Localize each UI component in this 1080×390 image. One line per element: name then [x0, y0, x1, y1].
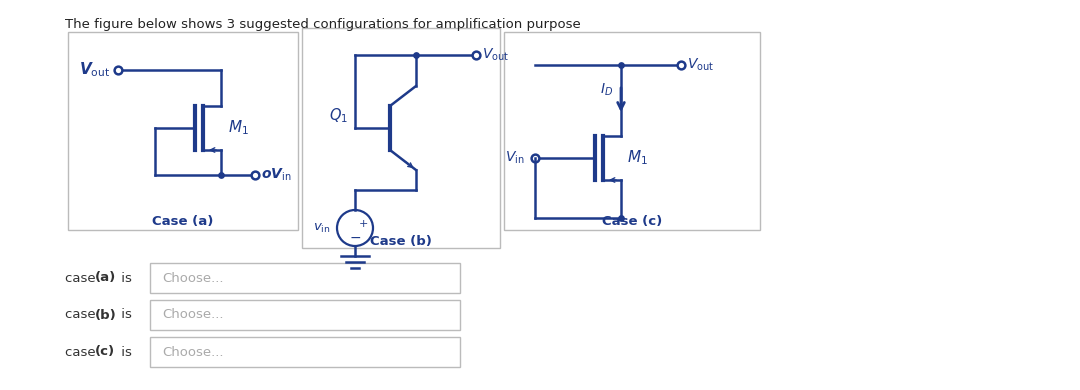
- Text: $V_{\mathrm{in}}$: $V_{\mathrm{in}}$: [505, 150, 525, 166]
- Text: (c): (c): [95, 346, 116, 358]
- Text: +: +: [359, 219, 367, 229]
- Text: $Q_1$: $Q_1$: [329, 106, 348, 125]
- Text: is: is: [117, 308, 132, 321]
- Text: case: case: [65, 346, 99, 358]
- Text: Choose...: Choose...: [162, 346, 224, 358]
- Bar: [302, 28, 500, 248]
- Text: $M_1$: $M_1$: [627, 149, 648, 167]
- Text: $\bfit{o}V_{\mathrm{in}}$: $\bfit{o}V_{\mathrm{in}}$: [261, 167, 292, 183]
- Text: Choose...: Choose...: [162, 308, 224, 321]
- Text: The figure below shows 3 suggested configurations for amplification purpose: The figure below shows 3 suggested confi…: [65, 18, 581, 31]
- Text: (a): (a): [95, 271, 117, 284]
- Text: $I_D$: $I_D$: [599, 82, 613, 98]
- Bar: [504, 32, 760, 230]
- Text: $v_{\mathrm{in}}$: $v_{\mathrm{in}}$: [313, 222, 330, 234]
- Text: is: is: [117, 346, 132, 358]
- Bar: [150, 337, 460, 367]
- Text: (b): (b): [95, 308, 117, 321]
- Text: Case (b): Case (b): [370, 235, 432, 248]
- Bar: [68, 32, 298, 230]
- Text: Case (c): Case (c): [602, 215, 662, 228]
- Text: $\bfit{V}_{\mathrm{out}}$: $\bfit{V}_{\mathrm{out}}$: [79, 61, 110, 79]
- Text: Choose...: Choose...: [162, 271, 224, 284]
- Text: Case (a): Case (a): [152, 215, 214, 228]
- Text: −: −: [349, 231, 361, 245]
- Text: case: case: [65, 308, 99, 321]
- Text: $M_1$: $M_1$: [228, 119, 248, 137]
- Text: is: is: [117, 271, 132, 284]
- Text: $V_{\mathrm{out}}$: $V_{\mathrm{out}}$: [482, 47, 509, 63]
- Text: $V_{\mathrm{out}}$: $V_{\mathrm{out}}$: [687, 57, 714, 73]
- Bar: [150, 263, 460, 293]
- Bar: [150, 300, 460, 330]
- Text: case: case: [65, 271, 99, 284]
